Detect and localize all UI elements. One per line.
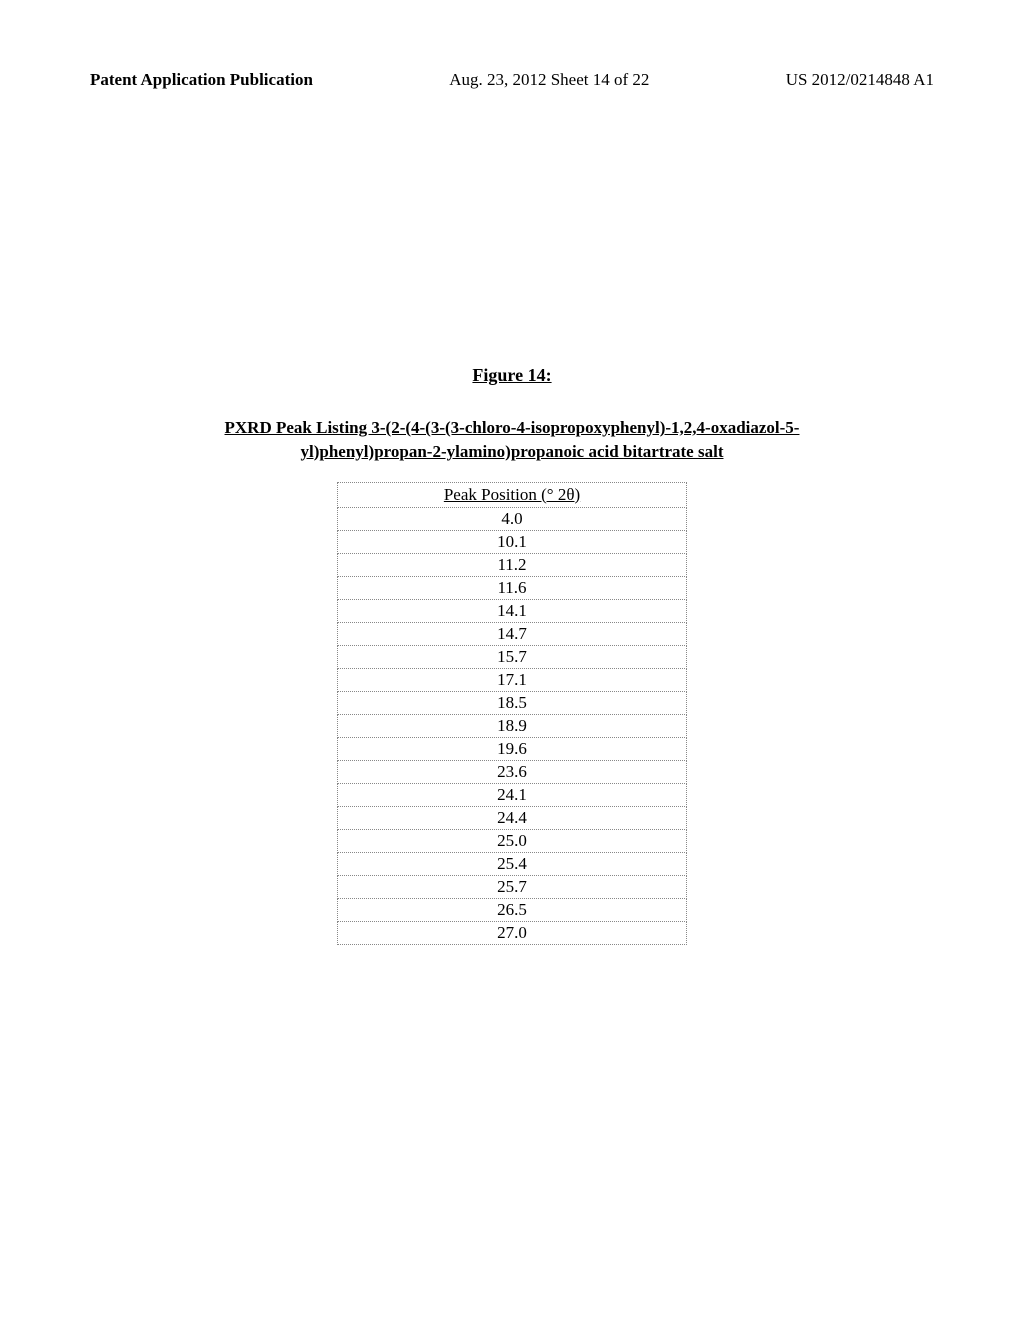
table-row: 15.7 <box>338 645 687 668</box>
table-cell: 14.7 <box>338 622 687 645</box>
table-row: 11.6 <box>338 576 687 599</box>
table-row: 24.1 <box>338 783 687 806</box>
table-body: 4.0 10.1 11.2 11.6 14.1 14.7 15.7 17.1 1… <box>338 507 687 944</box>
table-cell: 26.5 <box>338 898 687 921</box>
figure-subtitle: PXRD Peak Listing 3-(2-(4-(3-(3-chloro-4… <box>0 416 1024 464</box>
table-cell: 24.4 <box>338 806 687 829</box>
table-row: 25.4 <box>338 852 687 875</box>
table-cell: 24.1 <box>338 783 687 806</box>
table-row: 18.5 <box>338 691 687 714</box>
table-cell: 10.1 <box>338 530 687 553</box>
subtitle-line1: PXRD Peak Listing 3-(2-(4-(3-(3-chloro-4… <box>225 418 800 437</box>
table-row: 19.6 <box>338 737 687 760</box>
table-cell: 25.0 <box>338 829 687 852</box>
table-cell: 23.6 <box>338 760 687 783</box>
table-cell: 18.9 <box>338 714 687 737</box>
table-row: 11.2 <box>338 553 687 576</box>
header-left-text: Patent Application Publication <box>90 70 313 90</box>
table-row: 18.9 <box>338 714 687 737</box>
table-row: 25.7 <box>338 875 687 898</box>
subtitle-line2: yl)phenyl)propan-2-ylamino)propanoic aci… <box>301 442 724 461</box>
table-row: 24.4 <box>338 806 687 829</box>
table-row: 14.1 <box>338 599 687 622</box>
table-cell: 14.1 <box>338 599 687 622</box>
table-row: 23.6 <box>338 760 687 783</box>
table-header: Peak Position (° 2θ) <box>338 482 687 507</box>
table-row: 10.1 <box>338 530 687 553</box>
table-row: 27.0 <box>338 921 687 944</box>
table-cell: 27.0 <box>338 921 687 944</box>
page-header: Patent Application Publication Aug. 23, … <box>0 70 1024 90</box>
table-cell: 11.2 <box>338 553 687 576</box>
table-cell: 25.7 <box>338 875 687 898</box>
table-row: 14.7 <box>338 622 687 645</box>
table-cell: 19.6 <box>338 737 687 760</box>
table-cell: 17.1 <box>338 668 687 691</box>
figure-label: Figure 14: <box>0 365 1024 386</box>
table-cell: 18.5 <box>338 691 687 714</box>
table-cell: 4.0 <box>338 507 687 530</box>
table-cell: 15.7 <box>338 645 687 668</box>
table-row: 17.1 <box>338 668 687 691</box>
peak-position-table: Peak Position (° 2θ) 4.0 10.1 11.2 11.6 … <box>337 482 687 945</box>
table-row: 26.5 <box>338 898 687 921</box>
header-right-text: US 2012/0214848 A1 <box>786 70 934 90</box>
table-row: 4.0 <box>338 507 687 530</box>
header-center-text: Aug. 23, 2012 Sheet 14 of 22 <box>449 70 649 90</box>
table-cell: 11.6 <box>338 576 687 599</box>
table-cell: 25.4 <box>338 852 687 875</box>
table-row: 25.0 <box>338 829 687 852</box>
figure-content: Figure 14: PXRD Peak Listing 3-(2-(4-(3-… <box>0 365 1024 945</box>
